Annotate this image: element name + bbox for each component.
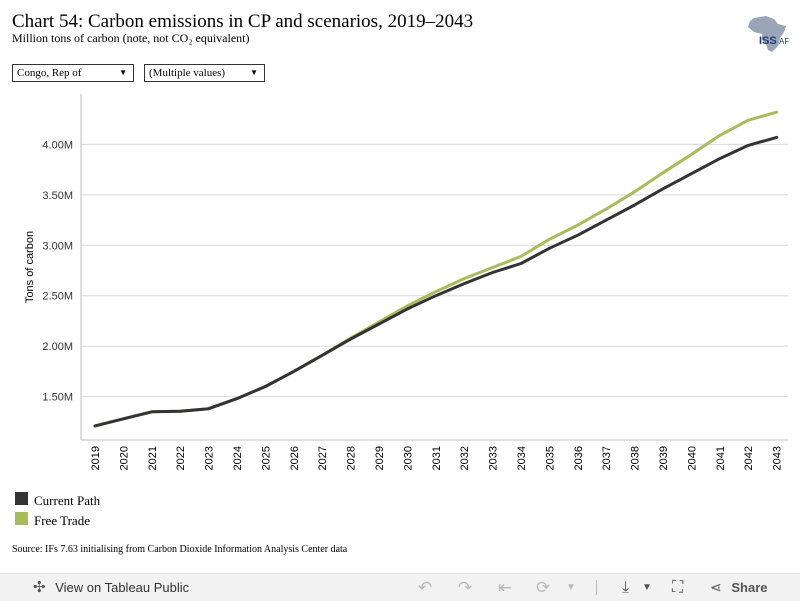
x-tick-label: 2026 bbox=[289, 446, 301, 470]
fullscreen-icon[interactable]: ⛶ bbox=[672, 579, 684, 596]
x-tick-label: 2021 bbox=[147, 446, 159, 470]
logo-suffix: AF bbox=[779, 37, 789, 46]
x-tick-label: 2036 bbox=[573, 446, 585, 470]
legend-item-free-trade[interactable]: Free Trade bbox=[15, 511, 100, 531]
y-tick-label: 3.50M bbox=[42, 190, 73, 202]
toolbar-divider bbox=[596, 580, 597, 595]
legend-label: Free Trade bbox=[34, 513, 90, 528]
x-tick-label: 2023 bbox=[204, 446, 216, 470]
legend-label: Current Path bbox=[34, 493, 101, 508]
grid-lines bbox=[81, 143, 788, 398]
legend-swatch bbox=[15, 511, 28, 525]
iss-africa-logo: ISS AF bbox=[748, 16, 789, 52]
download-icon[interactable]: ⤓ bbox=[622, 579, 630, 596]
caret-down-icon: ▼ bbox=[119, 68, 127, 77]
x-tick-label: 2040 bbox=[686, 446, 698, 470]
x-tick-label: 2038 bbox=[630, 446, 642, 470]
y-tick-label: 3.00M bbox=[42, 240, 73, 252]
source-note: Source: IFs 7.63 initialising from Carbo… bbox=[12, 544, 348, 555]
tableau-toolbar: ✣ View on Tableau Public ↶ ↷ ⇤ ⟳ ▼ ⤓ ▼ ⛶… bbox=[0, 573, 800, 601]
x-tick-label: 2033 bbox=[488, 446, 500, 470]
x-tick-label: 2024 bbox=[232, 446, 244, 470]
series-line-free-trade[interactable] bbox=[93, 110, 779, 428]
scenario-filter-dropdown[interactable]: (Multiple values) ▼ bbox=[144, 64, 265, 82]
x-tick-label: 2022 bbox=[175, 446, 187, 470]
caret-down-icon: ▼ bbox=[250, 68, 258, 77]
undo-icon[interactable]: ↶ bbox=[418, 578, 433, 597]
africa-map-icon bbox=[748, 16, 786, 52]
x-tick-label: 2028 bbox=[346, 446, 358, 470]
x-tick-label: 2031 bbox=[431, 446, 443, 470]
country-filter-dropdown[interactable]: Congo, Rep of ▼ bbox=[12, 64, 134, 82]
x-tick-label: 2032 bbox=[459, 446, 471, 470]
x-tick-label: 2034 bbox=[516, 446, 528, 470]
y-tick-label: 1.50M bbox=[42, 392, 73, 404]
x-tick-label: 2041 bbox=[715, 446, 727, 470]
x-tick-label: 2043 bbox=[772, 446, 784, 470]
y-tick-label: 2.50M bbox=[42, 291, 73, 303]
x-tick-label: 2019 bbox=[90, 446, 102, 470]
x-tick-label: 2027 bbox=[317, 446, 329, 470]
refresh-icon[interactable]: ⟳ bbox=[536, 578, 551, 597]
x-tick-labels: 2019 2020 2021 2022 2023 2024 2025 2026 2027 2028… bbox=[90, 446, 784, 470]
chart-subtitle: Million tons of carbon (note, not CO₂ eq… bbox=[12, 31, 250, 45]
series-lines bbox=[93, 110, 779, 428]
view-on-tableau-link[interactable]: ✣ View on Tableau Public bbox=[33, 574, 189, 601]
x-tick-label: 2035 bbox=[544, 446, 556, 470]
y-tick-label: 4.00M bbox=[42, 139, 73, 151]
x-tick-label: 2042 bbox=[743, 446, 755, 470]
scenario-filter-value: (Multiple values) bbox=[149, 67, 226, 79]
x-tick-label: 2037 bbox=[601, 446, 613, 470]
view-on-tableau-label: View on Tableau Public bbox=[55, 580, 190, 595]
legend-swatch bbox=[15, 491, 28, 505]
country-filter-value: Congo, Rep of bbox=[17, 67, 82, 79]
chevron-down-icon[interactable]: ▼ bbox=[642, 582, 652, 593]
redo-icon[interactable]: ↷ bbox=[458, 578, 473, 597]
tableau-logo-icon: ✣ bbox=[33, 579, 46, 596]
legend: Current Path Free Trade bbox=[15, 491, 100, 531]
revert-icon[interactable]: ⇤ bbox=[498, 578, 513, 597]
series-line-current-path[interactable] bbox=[93, 135, 779, 428]
x-tick-label: 2029 bbox=[374, 446, 386, 470]
x-tick-label: 2025 bbox=[260, 446, 272, 470]
x-tick-label: 2020 bbox=[118, 446, 130, 470]
share-label: Share bbox=[731, 580, 768, 595]
x-tick-label: 2039 bbox=[658, 446, 670, 470]
y-axis-label: Tons of carbon bbox=[24, 231, 36, 303]
chart-title: Chart 54: Carbon emissions in CP and sce… bbox=[12, 11, 474, 32]
legend-item-current-path[interactable]: Current Path bbox=[15, 491, 100, 511]
y-tick-labels: 1.50M 2.00M 2.50M 3.00M 3.50M 4.00M bbox=[42, 139, 73, 403]
x-tick-label: 2030 bbox=[402, 446, 414, 470]
y-tick-label: 2.00M bbox=[42, 341, 73, 353]
logo-text: ISS bbox=[759, 35, 777, 47]
chevron-down-icon[interactable]: ▼ bbox=[566, 582, 576, 593]
share-button[interactable]: ⋖ Share bbox=[710, 574, 768, 601]
share-icon: ⋖ bbox=[710, 579, 722, 595]
